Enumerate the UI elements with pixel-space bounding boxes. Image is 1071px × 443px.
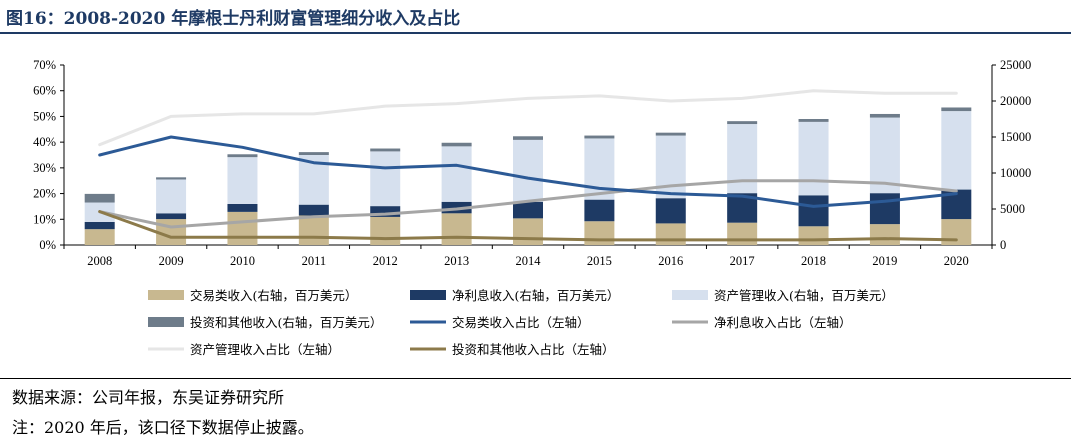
legend-label: 资产管理收入(右轴，百万美元） <box>714 288 894 303</box>
bar-net-interest <box>156 213 187 220</box>
footnote: 注：2020 年后，该口径下数据停止披露。 <box>12 418 314 437</box>
x-tick-label: 2011 <box>302 254 327 268</box>
x-tick-label: 2009 <box>159 254 184 268</box>
bar-trading <box>655 223 686 245</box>
bar-trading <box>798 226 829 245</box>
right-tick-label: 0 <box>1000 238 1006 252</box>
right-tick-label: 15000 <box>1000 130 1031 144</box>
left-tick-label: 20% <box>33 187 56 201</box>
bar-invest-other <box>655 132 686 136</box>
right-tick-label: 5000 <box>1000 202 1025 216</box>
legend-swatch-bar <box>148 317 184 327</box>
combo-chart: 0% 10% 20% 30% 40% 50% 60% 70% 0 5000 10000 15000 20… <box>33 58 1031 357</box>
legend-swatch-bar <box>410 290 446 300</box>
chart-legend: 交易类收入(右轴，百万美元） 净利息收入(右轴，百万美元） 资产管理收入(右轴，百万… <box>148 288 894 357</box>
x-tick-label: 2008 <box>87 254 112 268</box>
bar-asset-mgmt <box>655 135 686 199</box>
bar-invest-other <box>798 119 829 122</box>
bar-asset-mgmt <box>370 151 401 207</box>
x-tick-label: 2010 <box>230 254 255 268</box>
legend-label: 净利息收入占比（左轴） <box>714 315 852 330</box>
bar-invest-other <box>227 154 258 158</box>
bar-net-interest <box>869 193 900 225</box>
bar-net-interest <box>227 203 258 212</box>
bar-asset-mgmt <box>798 121 829 196</box>
bar-trading <box>727 222 758 245</box>
bar-asset-mgmt <box>156 179 187 214</box>
bar-invest-other <box>298 152 329 155</box>
left-tick-label: 0% <box>39 238 56 252</box>
bar-trading <box>227 211 258 245</box>
legend-label: 交易类收入占比（左轴） <box>452 315 590 330</box>
bar-asset-mgmt <box>941 111 972 190</box>
right-tick-label: 10000 <box>1000 166 1031 180</box>
bar-net-interest <box>584 199 615 222</box>
right-tick-label: 25000 <box>1000 58 1031 72</box>
title-rule <box>0 32 1071 34</box>
line-trading-share <box>98 135 958 208</box>
bar-asset-mgmt <box>441 146 472 202</box>
legend-swatch-bar <box>672 290 708 300</box>
x-tick-label: 2019 <box>872 254 897 268</box>
bar-asset-mgmt <box>227 157 258 204</box>
legend-label: 资产管理收入占比（左轴） <box>190 342 340 357</box>
x-tick-label: 2014 <box>516 254 542 268</box>
bar-net-interest <box>513 201 543 219</box>
legend-label: 净利息收入(右轴，百万美元） <box>452 288 619 303</box>
bar-net-interest <box>298 204 329 216</box>
bar-trading <box>869 224 900 245</box>
legend-swatch-bar <box>148 290 184 300</box>
bar-trading <box>513 218 543 245</box>
bar-invest-other <box>156 177 187 180</box>
x-tick-label: 2018 <box>801 254 826 268</box>
bar-trading <box>370 216 401 245</box>
x-tick-label: 2016 <box>658 254 683 268</box>
line-asset-mgmt-share <box>98 89 958 147</box>
bar-net-interest <box>84 221 115 230</box>
bar-asset-mgmt <box>513 139 543 202</box>
left-tick-label: 40% <box>33 135 56 149</box>
bar-net-interest <box>370 206 401 217</box>
left-tick-label: 30% <box>33 161 56 175</box>
line-invest-other-share <box>98 210 958 242</box>
line-net-interest-share <box>98 179 958 229</box>
bar-invest-other <box>441 142 472 147</box>
legend-label: 投资和其他收入占比（左轴） <box>452 342 615 357</box>
left-tick-label: 60% <box>33 84 56 98</box>
bar-invest-other <box>584 135 615 139</box>
x-tick-label: 2015 <box>587 254 612 268</box>
source-note: 数据来源：公司年报，东吴证券研究所 <box>12 388 285 407</box>
bar-invest-other <box>869 113 900 118</box>
bar-trading <box>584 221 615 245</box>
x-tick-label: 2020 <box>944 254 969 268</box>
left-tick-label: 70% <box>33 58 56 72</box>
x-tick-label: 2012 <box>373 254 398 268</box>
legend-label: 交易类收入(右轴，百万美元） <box>190 288 357 303</box>
bar-invest-other <box>84 193 115 203</box>
left-tick-label: 50% <box>33 109 56 123</box>
legend-label: 投资和其他收入(右轴，百万美元） <box>190 315 382 330</box>
x-tick-label: 2017 <box>730 254 755 268</box>
line-layer <box>98 89 958 242</box>
bar-asset-mgmt <box>869 117 900 194</box>
figure-title: 图16：2008-2020 年摩根士丹利财富管理细分收入及占比 <box>6 9 461 29</box>
bar-trading <box>84 229 115 245</box>
x-tick-label: 2013 <box>444 254 469 268</box>
bar-invest-other <box>513 136 543 140</box>
bar-invest-other <box>370 148 401 152</box>
bar-invest-other <box>727 121 758 125</box>
bar-trading <box>298 215 329 245</box>
left-tick-label: 10% <box>33 212 56 226</box>
bar-net-interest <box>798 195 829 227</box>
bar-net-interest <box>655 198 686 224</box>
right-tick-label: 20000 <box>1000 94 1031 108</box>
bar-invest-other <box>941 107 972 112</box>
bar-trading <box>441 213 472 245</box>
footer-rule <box>0 378 1071 379</box>
